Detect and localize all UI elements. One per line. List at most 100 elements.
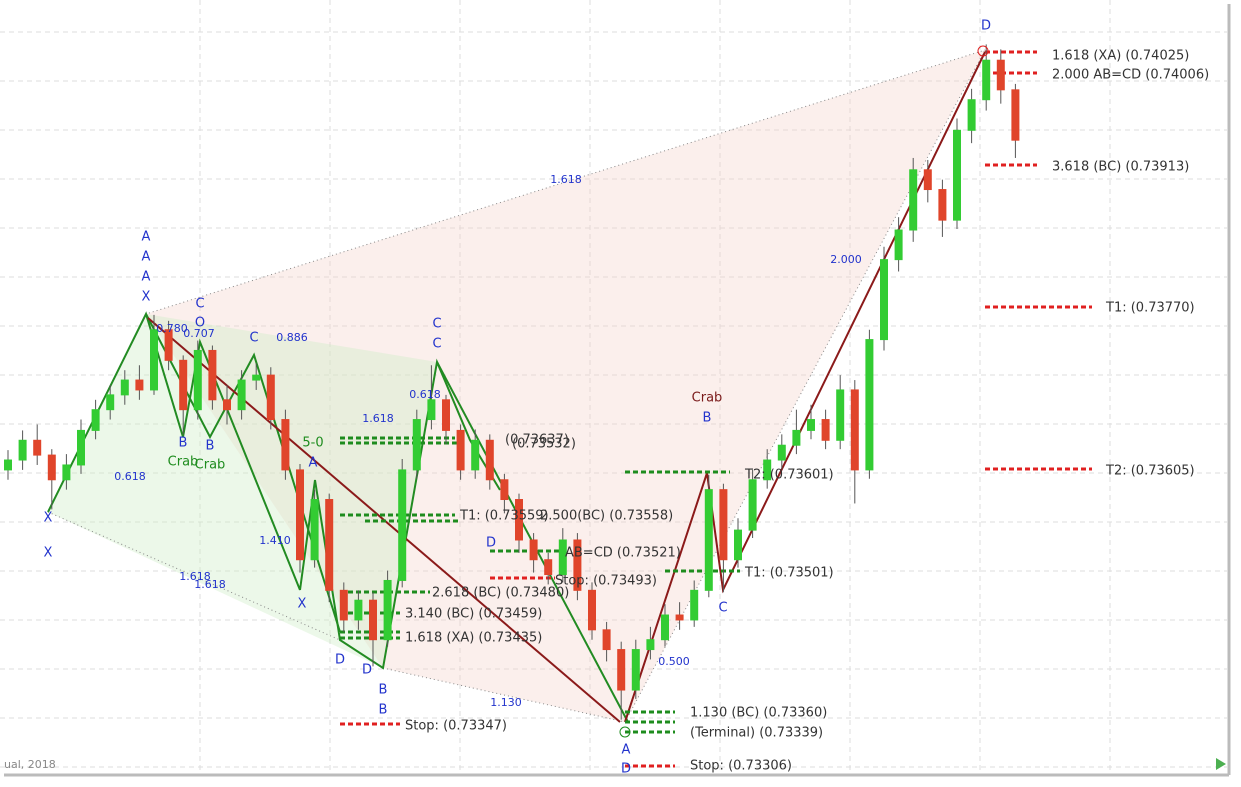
- candle-body: [690, 589, 699, 621]
- annotation: 2.618 (BC) (0.73480): [432, 586, 569, 601]
- annotation: Stop: (0.73347): [405, 719, 507, 734]
- candle-body: [529, 539, 538, 561]
- candle-body: [923, 169, 932, 191]
- candle-body: [150, 329, 158, 391]
- candle-body: [412, 419, 421, 471]
- candle-body: [179, 359, 188, 411]
- ratio-line: [382, 49, 986, 723]
- candles: [4, 44, 1020, 720]
- annotation: X: [142, 290, 151, 305]
- candle-body: [91, 409, 100, 431]
- annotation: 2.000: [830, 253, 862, 266]
- annotation: 1.618: [179, 570, 211, 583]
- candle-body: [967, 99, 976, 131]
- candle-body: [515, 499, 523, 541]
- annotation: D: [621, 762, 631, 777]
- annotation: O: [195, 316, 205, 331]
- annotation: 1.618 (XA) (0.74025): [1052, 49, 1189, 64]
- candle-body: [296, 469, 304, 561]
- annotation: D: [486, 536, 496, 551]
- annotation: 3.618 (BC) (0.73913): [1052, 160, 1189, 175]
- annotation: 0.886: [276, 331, 308, 344]
- annotation: C: [432, 337, 441, 352]
- candle-body: [821, 419, 830, 441]
- candle-body: [850, 389, 859, 471]
- annotation: 1.130 (BC) (0.73360): [690, 706, 827, 721]
- candle-body: [485, 439, 494, 481]
- annotation: 0.618: [114, 470, 146, 483]
- candle-body: [894, 229, 903, 261]
- candle-body: [120, 379, 129, 396]
- candle-body: [544, 559, 553, 576]
- annotation: 0.780: [156, 322, 188, 335]
- annotation: 1.618: [550, 173, 582, 186]
- annotation: 1.618: [362, 412, 394, 425]
- annotation: A: [622, 743, 631, 758]
- plot-area: [0, 0, 1228, 773]
- annotation: A: [142, 230, 151, 245]
- candle-body: [47, 454, 56, 481]
- candle-body: [4, 459, 12, 471]
- candle-body: [996, 59, 1005, 91]
- candle-body: [1011, 89, 1020, 141]
- annotation: 1.410: [259, 534, 291, 547]
- candle-body: [471, 439, 480, 471]
- footer: ual, 2018: [4, 758, 56, 771]
- annotation: T2: (0.73601): [744, 468, 834, 483]
- candle-body: [573, 539, 582, 591]
- annotation: B: [379, 683, 388, 698]
- annotation: D: [335, 653, 345, 668]
- annotation: A: [309, 456, 318, 471]
- candle-body: [135, 379, 144, 391]
- annotation: 5-0: [302, 436, 323, 451]
- pattern-line: [47, 311, 301, 591]
- annotation: 0.618: [409, 388, 441, 401]
- candle-body: [62, 464, 71, 481]
- annotation: B: [206, 439, 215, 454]
- candle-body: [106, 394, 115, 411]
- candle-body: [383, 579, 392, 641]
- annotation: A: [142, 270, 151, 285]
- pattern-shade: [48, 314, 437, 668]
- candle-body: [266, 374, 275, 421]
- candle-body: [836, 389, 845, 441]
- pattern-point: [977, 45, 989, 57]
- candle-body: [675, 614, 684, 621]
- annotation: Stop: (0.73306): [690, 759, 792, 774]
- candle-body: [237, 379, 246, 411]
- annotation: X: [298, 597, 307, 612]
- annotation: 2.500(BC) (0.73558): [540, 509, 673, 524]
- pattern-line: [624, 51, 986, 723]
- candle-body: [748, 479, 757, 531]
- candle-body: [777, 444, 786, 461]
- candle-body: [588, 589, 596, 631]
- candle-body: [631, 649, 640, 691]
- annotation: 2.000 AB=CD (0.74006): [1052, 68, 1209, 83]
- annotation: B: [703, 411, 712, 426]
- annotation: (Terminal) (0.73339): [690, 726, 823, 741]
- pattern-shade: [146, 50, 985, 722]
- annotation: Crab: [195, 458, 226, 473]
- candle-body: [982, 59, 991, 101]
- candle-body: [33, 439, 42, 456]
- annotation: D: [362, 663, 372, 678]
- scroll-arrow[interactable]: [1216, 758, 1226, 770]
- candle-body: [164, 329, 173, 361]
- candle-body: [281, 419, 290, 471]
- annotation: C: [195, 297, 204, 312]
- candle-body: [719, 489, 728, 561]
- candle-body: [792, 429, 801, 446]
- candle-body: [354, 599, 363, 621]
- candle-body: [398, 469, 407, 581]
- candle-body: [325, 499, 334, 591]
- annotation: X: [44, 511, 53, 526]
- annotation: 3.140 (BC) (0.73459): [405, 607, 542, 622]
- annotation: C: [249, 331, 258, 346]
- annotation: (0.73532): [512, 437, 576, 452]
- pattern-line: [299, 358, 501, 670]
- candle-body: [339, 589, 348, 621]
- candle-body: [223, 399, 231, 411]
- candle-body: [617, 649, 626, 691]
- candle-body: [252, 374, 261, 381]
